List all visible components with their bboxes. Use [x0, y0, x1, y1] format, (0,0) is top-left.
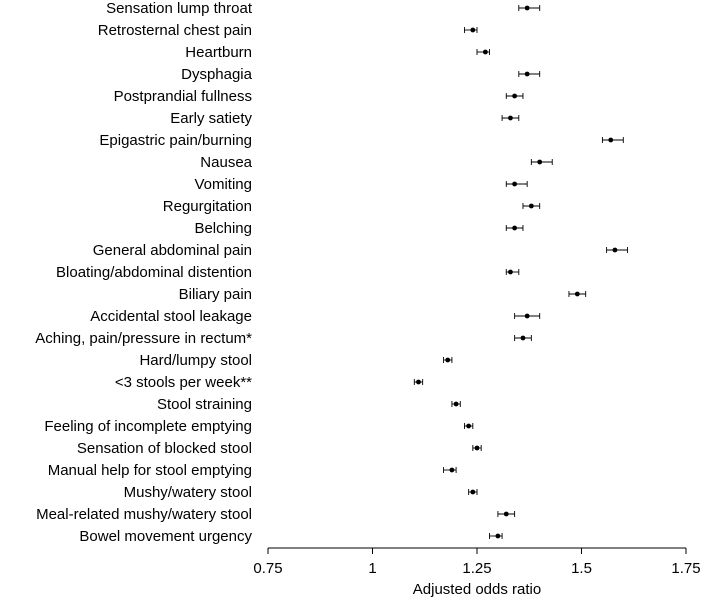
category-label: Aching, pain/pressure in rectum* [35, 330, 252, 347]
category-label: Feeling of incomplete emptying [44, 418, 252, 435]
estimate-point [524, 71, 530, 77]
x-tick-label: 0.75 [253, 560, 282, 577]
plot-marks [413, 5, 628, 539]
category-label: Manual help for stool emptying [48, 462, 252, 479]
x-tick-label: 1 [368, 560, 376, 577]
category-label: Retrosternal chest pain [98, 22, 252, 39]
category-label: Nausea [200, 154, 252, 171]
estimate-point [608, 137, 614, 143]
x-tick-label: 1.75 [671, 560, 700, 577]
estimate-point [482, 49, 488, 55]
category-label: Accidental stool leakage [90, 308, 252, 325]
estimate-point [449, 467, 455, 473]
estimate-point [445, 357, 451, 363]
estimate-point [524, 313, 530, 319]
category-label: Meal-related mushy/watery stool [36, 506, 252, 523]
estimate-point [537, 159, 543, 165]
category-labels: Sensation lump throat Retrosternal chest … [35, 0, 253, 545]
estimate-point [470, 489, 476, 495]
category-label: Early satiety [170, 110, 252, 127]
estimate-point [503, 511, 509, 517]
category-label: Biliary pain [179, 286, 252, 303]
category-label: Sensation of blocked stool [77, 440, 252, 457]
category-label: Postprandial fullness [114, 88, 252, 105]
estimate-point [470, 27, 476, 33]
category-label: Bloating/abdominal distention [56, 264, 252, 281]
category-label: Sensation lump throat [106, 0, 253, 17]
estimate-point [466, 423, 472, 429]
category-label: Heartburn [185, 44, 252, 61]
x-tick-label: 1.5 [571, 560, 592, 577]
category-label: Regurgitation [163, 198, 252, 215]
category-label: Dysphagia [181, 66, 253, 83]
category-label: Vomiting [194, 176, 252, 193]
category-label: Mushy/watery stool [124, 484, 252, 501]
category-label: Belching [194, 220, 252, 237]
category-label: Bowel movement urgency [79, 528, 252, 545]
estimate-point [508, 115, 513, 121]
category-label: <3 stools per week** [115, 374, 252, 391]
category-label: Stool straining [157, 396, 252, 413]
estimate-point [512, 181, 518, 187]
estimate-point [512, 93, 518, 99]
estimate-point [524, 5, 530, 11]
estimate-point [474, 445, 480, 451]
estimate-point [520, 335, 526, 341]
x-axis: 0.75 1 1.25 1.5 1.75 [253, 547, 701, 577]
x-tick-label: 1.25 [462, 560, 491, 577]
estimate-point [512, 225, 518, 231]
estimate-point [453, 401, 459, 407]
estimate-point [416, 379, 421, 385]
x-axis-title: Adjusted odds ratio [413, 581, 541, 598]
category-label: Epigastric pain/burning [99, 132, 252, 149]
estimate-point [508, 269, 513, 275]
estimate-point [612, 247, 618, 253]
estimate-point [495, 533, 501, 539]
estimate-point [528, 203, 534, 209]
estimate-point [574, 291, 580, 297]
category-label: General abdominal pain [93, 242, 252, 259]
category-label: Hard/lumpy stool [139, 352, 252, 369]
